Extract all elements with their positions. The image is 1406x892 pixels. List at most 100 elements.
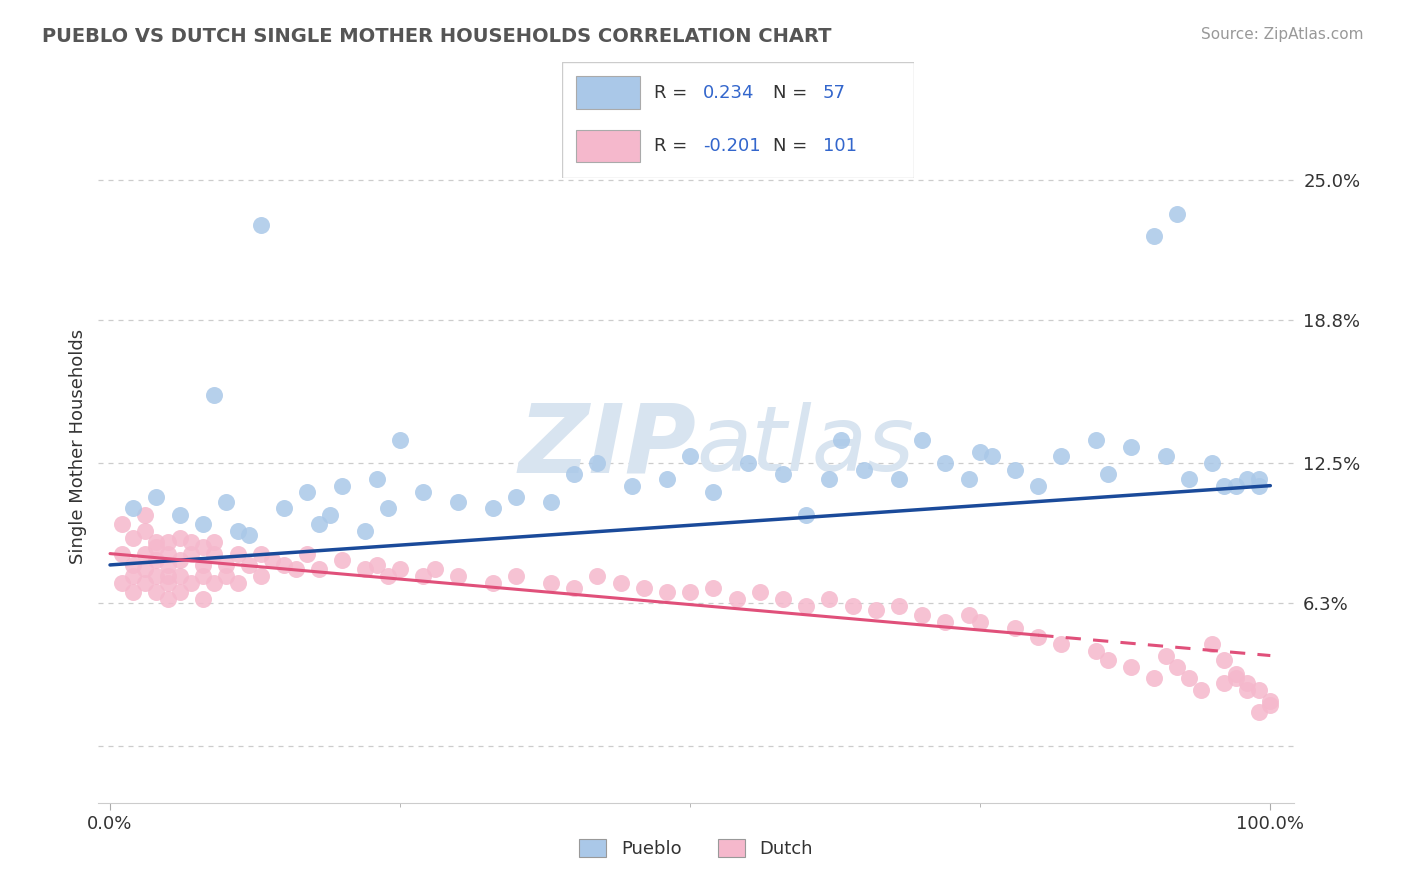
Point [830, 434, 852, 448]
Point [1258, 694, 1281, 708]
Point [1166, 660, 1188, 674]
Point [157, 547, 180, 561]
Point [157, 576, 180, 591]
Point [157, 591, 180, 606]
Point [980, 449, 1002, 463]
Point [1097, 653, 1119, 667]
Point [562, 581, 585, 595]
Point [111, 517, 134, 532]
Point [1119, 440, 1142, 454]
Point [1236, 682, 1258, 697]
FancyBboxPatch shape [562, 62, 914, 178]
Legend: Pueblo, Dutch: Pueblo, Dutch [572, 831, 820, 865]
Point [204, 547, 226, 561]
Point [297, 485, 319, 500]
Point [215, 558, 238, 572]
Y-axis label: Single Mother Households: Single Mother Households [69, 328, 87, 564]
Point [772, 591, 794, 606]
Point [1143, 671, 1166, 685]
Point [1166, 207, 1188, 221]
Point [238, 528, 260, 542]
Point [934, 615, 956, 629]
Point [134, 576, 156, 591]
Text: ZIP: ZIP [517, 400, 696, 492]
Point [412, 569, 434, 583]
Point [204, 388, 226, 402]
Point [134, 547, 156, 561]
Point [853, 463, 876, 477]
Point [737, 456, 759, 470]
Point [633, 581, 655, 595]
Point [204, 535, 226, 549]
Point [145, 553, 167, 567]
Point [169, 553, 191, 567]
Point [423, 562, 446, 576]
Point [250, 547, 273, 561]
Point [330, 553, 353, 567]
Point [1189, 682, 1212, 697]
Point [134, 508, 156, 522]
FancyBboxPatch shape [576, 77, 640, 109]
Point [145, 490, 167, 504]
Point [1212, 653, 1234, 667]
Point [586, 569, 609, 583]
Point [250, 218, 273, 232]
Point [319, 508, 342, 522]
Point [655, 585, 678, 599]
Point [412, 485, 434, 500]
Point [145, 535, 167, 549]
Point [655, 472, 678, 486]
Point [262, 553, 284, 567]
Point [180, 547, 202, 561]
Point [794, 599, 817, 613]
Point [389, 434, 412, 448]
Point [1085, 644, 1108, 658]
Point [377, 569, 399, 583]
Point [226, 576, 249, 591]
Point [679, 585, 702, 599]
Point [111, 576, 134, 591]
Point [169, 508, 191, 522]
Point [122, 569, 145, 583]
Point [122, 531, 145, 545]
Point [482, 576, 505, 591]
Point [297, 547, 319, 561]
Point [482, 501, 505, 516]
Point [1247, 705, 1270, 719]
Point [505, 569, 527, 583]
Point [238, 558, 260, 572]
Point [1212, 478, 1234, 492]
Point [273, 501, 295, 516]
Point [366, 558, 388, 572]
Point [1236, 472, 1258, 486]
Point [1050, 637, 1073, 651]
Point [969, 615, 991, 629]
Point [122, 558, 145, 572]
Point [934, 456, 956, 470]
Point [122, 501, 145, 516]
Point [1201, 637, 1223, 651]
Text: N =: N = [773, 84, 807, 102]
Point [725, 591, 748, 606]
Point [957, 472, 980, 486]
Point [540, 576, 562, 591]
Point [215, 494, 238, 508]
Point [145, 585, 167, 599]
Text: 101: 101 [823, 137, 856, 155]
Text: 0.234: 0.234 [703, 84, 755, 102]
Point [191, 558, 214, 572]
Point [1026, 631, 1049, 645]
Point [226, 547, 249, 561]
Point [562, 467, 585, 482]
Point [1225, 666, 1247, 681]
Point [841, 599, 863, 613]
Point [122, 585, 145, 599]
Point [145, 569, 167, 583]
Text: atlas: atlas [696, 402, 914, 490]
Point [1178, 671, 1201, 685]
Text: N =: N = [773, 137, 807, 155]
Point [273, 558, 295, 572]
Point [911, 607, 934, 622]
Point [169, 585, 191, 599]
Point [191, 517, 214, 532]
